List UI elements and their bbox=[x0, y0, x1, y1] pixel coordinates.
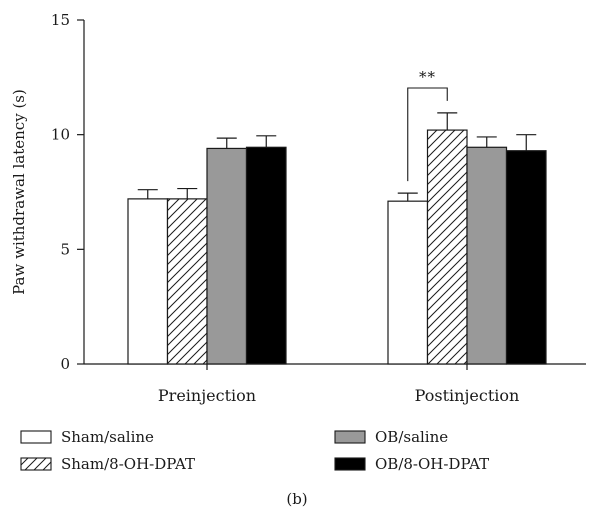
bar bbox=[387, 200, 429, 365]
legend-label: Sham/saline bbox=[61, 428, 154, 446]
significance-label: ** bbox=[419, 68, 436, 86]
y-tick-label: 10 bbox=[51, 126, 70, 144]
bars bbox=[127, 129, 547, 365]
x-tick-label: Preinjection bbox=[158, 386, 256, 405]
bar bbox=[127, 198, 169, 365]
error-bars bbox=[137, 112, 537, 202]
legend-label: OB/saline bbox=[375, 428, 448, 446]
significance-bracket bbox=[407, 87, 448, 182]
bar bbox=[426, 129, 468, 365]
legend-label: Sham/8-OH-DPAT bbox=[61, 455, 195, 473]
bar bbox=[245, 146, 287, 365]
y-ticks: 0 5 10 15 bbox=[51, 11, 84, 373]
legend-swatch bbox=[334, 430, 366, 444]
legend-swatch bbox=[334, 457, 366, 471]
bar bbox=[206, 147, 248, 365]
x-ticks: Preinjection Postinjection bbox=[158, 364, 519, 405]
y-tick-label: 0 bbox=[60, 355, 70, 373]
x-tick-label: Postinjection bbox=[415, 386, 520, 405]
legend-label: OB/8-OH-DPAT bbox=[375, 455, 489, 473]
y-axis-title: Paw withdrawal latency (s) bbox=[10, 89, 28, 295]
panel-label: (b) bbox=[286, 490, 307, 508]
y-tick-label: 5 bbox=[60, 240, 70, 258]
significance-annotations: ** bbox=[407, 68, 448, 182]
bar bbox=[466, 146, 508, 365]
legend: Sham/saline Sham/8-OH-DPAT OB/saline OB/8-O… bbox=[20, 428, 489, 473]
bar bbox=[166, 198, 208, 365]
bar bbox=[505, 150, 547, 365]
y-tick-label: 15 bbox=[51, 11, 70, 29]
legend-swatch bbox=[20, 430, 52, 444]
legend-swatch bbox=[20, 457, 52, 471]
